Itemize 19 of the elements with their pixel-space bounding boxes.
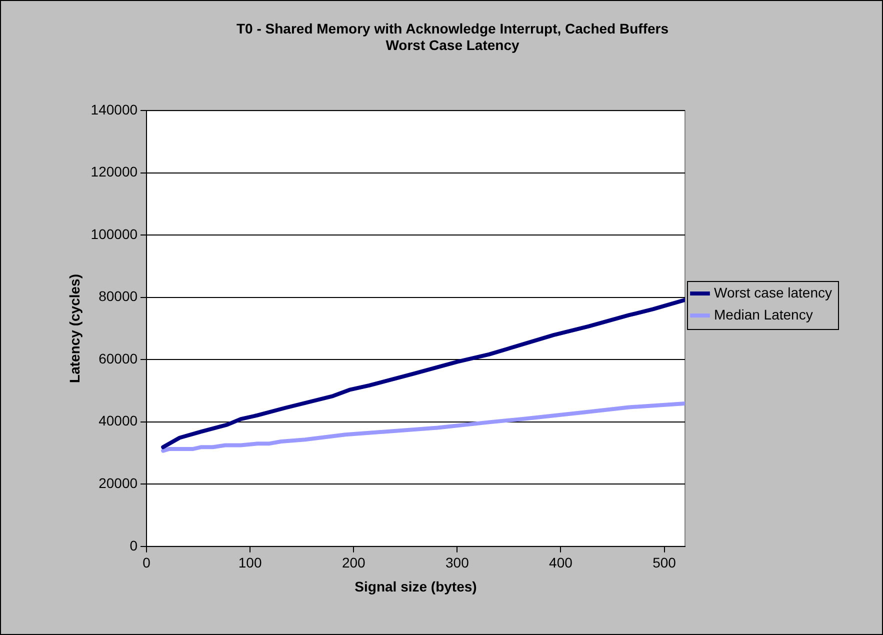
x-tick-label: 300 <box>445 554 470 571</box>
y-tick-label: 140000 <box>90 101 138 118</box>
y-tick-label: 60000 <box>98 350 138 366</box>
x-tick-label: 100 <box>238 554 262 571</box>
y-tick-label: 120000 <box>90 164 138 180</box>
y-tick-label: 40000 <box>98 412 138 429</box>
x-tick-label: 0 <box>142 554 151 571</box>
x-axis-title: Signal size (bytes) <box>354 578 477 594</box>
x-tick-label: 200 <box>342 554 366 571</box>
legend-label: Worst case latency <box>714 284 832 300</box>
x-tick-label: 500 <box>652 554 676 571</box>
y-tick-label: 80000 <box>98 288 138 304</box>
x-tick-label: 400 <box>549 554 573 571</box>
legend-label: Median Latency <box>714 306 813 322</box>
y-axis-title: Latency (cycles) <box>66 274 82 383</box>
y-tick-label: 20000 <box>98 475 138 491</box>
y-tick-label: 0 <box>130 537 138 554</box>
chart-title: T0 - Shared Memory with Acknowledge Interrupt, Cached Buffers Worst Case Latency <box>236 20 669 54</box>
y-tick-label: 100000 <box>90 226 138 242</box>
